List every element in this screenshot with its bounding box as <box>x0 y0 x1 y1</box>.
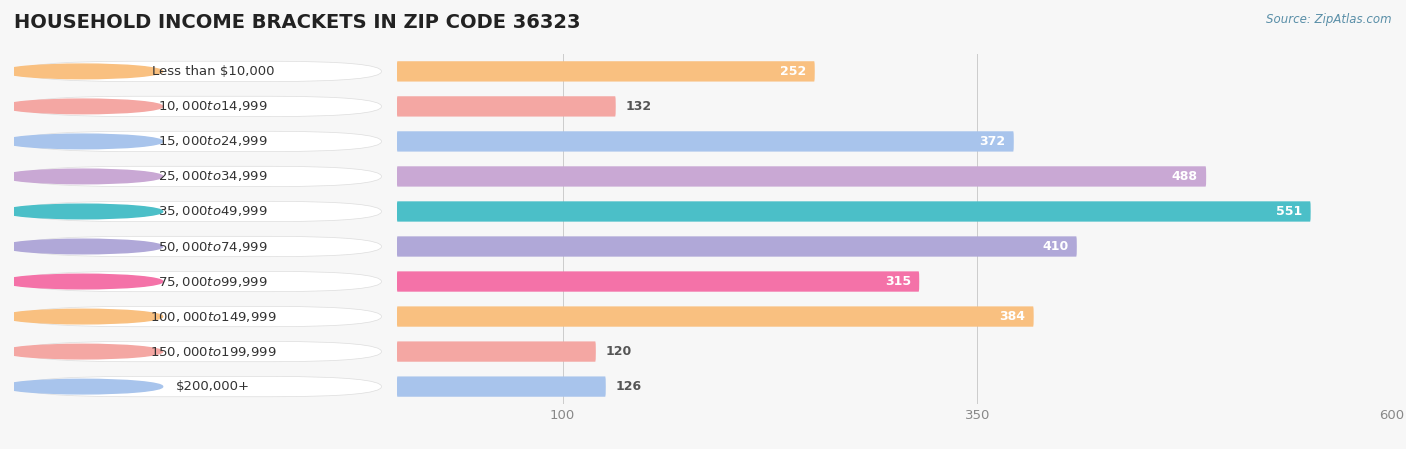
Text: Less than $10,000: Less than $10,000 <box>152 65 274 78</box>
Circle shape <box>3 309 163 324</box>
Text: 551: 551 <box>1277 205 1302 218</box>
FancyBboxPatch shape <box>396 96 616 117</box>
Text: 120: 120 <box>606 345 633 358</box>
Text: 252: 252 <box>780 65 807 78</box>
Circle shape <box>3 169 163 184</box>
Text: $75,000 to $99,999: $75,000 to $99,999 <box>159 274 269 289</box>
FancyBboxPatch shape <box>21 236 381 257</box>
Bar <box>0 369 14 404</box>
Bar <box>0 89 14 124</box>
FancyBboxPatch shape <box>21 201 381 222</box>
Text: $200,000+: $200,000+ <box>176 380 250 393</box>
Text: 384: 384 <box>1000 310 1025 323</box>
Bar <box>0 124 14 159</box>
FancyBboxPatch shape <box>21 61 381 82</box>
FancyBboxPatch shape <box>396 271 920 292</box>
Circle shape <box>3 344 163 359</box>
Circle shape <box>3 239 163 254</box>
Text: $15,000 to $24,999: $15,000 to $24,999 <box>159 134 269 149</box>
FancyBboxPatch shape <box>396 306 1033 327</box>
Text: 132: 132 <box>626 100 652 113</box>
FancyBboxPatch shape <box>21 376 381 397</box>
Text: $150,000 to $199,999: $150,000 to $199,999 <box>150 344 277 359</box>
Bar <box>0 299 396 334</box>
Bar <box>0 194 396 229</box>
Bar <box>0 89 396 124</box>
Text: $25,000 to $34,999: $25,000 to $34,999 <box>159 169 269 184</box>
Bar <box>0 54 14 89</box>
Bar <box>0 264 396 299</box>
Bar <box>0 194 14 229</box>
Text: 126: 126 <box>616 380 643 393</box>
Bar <box>0 124 396 159</box>
Text: Source: ZipAtlas.com: Source: ZipAtlas.com <box>1267 13 1392 26</box>
Text: 315: 315 <box>884 275 911 288</box>
Bar <box>0 159 14 194</box>
Bar <box>0 299 14 334</box>
FancyBboxPatch shape <box>21 131 381 152</box>
FancyBboxPatch shape <box>396 341 596 362</box>
FancyBboxPatch shape <box>396 376 606 397</box>
FancyBboxPatch shape <box>396 236 1077 257</box>
Text: 372: 372 <box>980 135 1005 148</box>
FancyBboxPatch shape <box>21 341 381 362</box>
Circle shape <box>3 274 163 289</box>
Circle shape <box>3 134 163 149</box>
Text: 488: 488 <box>1171 170 1198 183</box>
FancyBboxPatch shape <box>396 201 1310 222</box>
Bar <box>0 334 396 369</box>
FancyBboxPatch shape <box>396 131 1014 152</box>
Bar <box>0 54 396 89</box>
Text: $10,000 to $14,999: $10,000 to $14,999 <box>159 99 269 114</box>
FancyBboxPatch shape <box>396 61 814 82</box>
Circle shape <box>3 99 163 114</box>
Bar <box>0 334 14 369</box>
Circle shape <box>3 204 163 219</box>
Circle shape <box>3 379 163 394</box>
Bar <box>0 159 396 194</box>
FancyBboxPatch shape <box>21 306 381 327</box>
Text: $50,000 to $74,999: $50,000 to $74,999 <box>159 239 269 254</box>
Text: HOUSEHOLD INCOME BRACKETS IN ZIP CODE 36323: HOUSEHOLD INCOME BRACKETS IN ZIP CODE 36… <box>14 13 581 32</box>
Bar <box>0 369 396 404</box>
Text: $100,000 to $149,999: $100,000 to $149,999 <box>150 309 277 324</box>
FancyBboxPatch shape <box>21 271 381 292</box>
FancyBboxPatch shape <box>21 166 381 187</box>
Circle shape <box>3 64 163 79</box>
Bar <box>0 229 396 264</box>
FancyBboxPatch shape <box>21 96 381 117</box>
Text: $35,000 to $49,999: $35,000 to $49,999 <box>159 204 269 219</box>
Text: 410: 410 <box>1042 240 1069 253</box>
Bar <box>0 229 14 264</box>
Bar <box>0 264 14 299</box>
FancyBboxPatch shape <box>396 166 1206 187</box>
